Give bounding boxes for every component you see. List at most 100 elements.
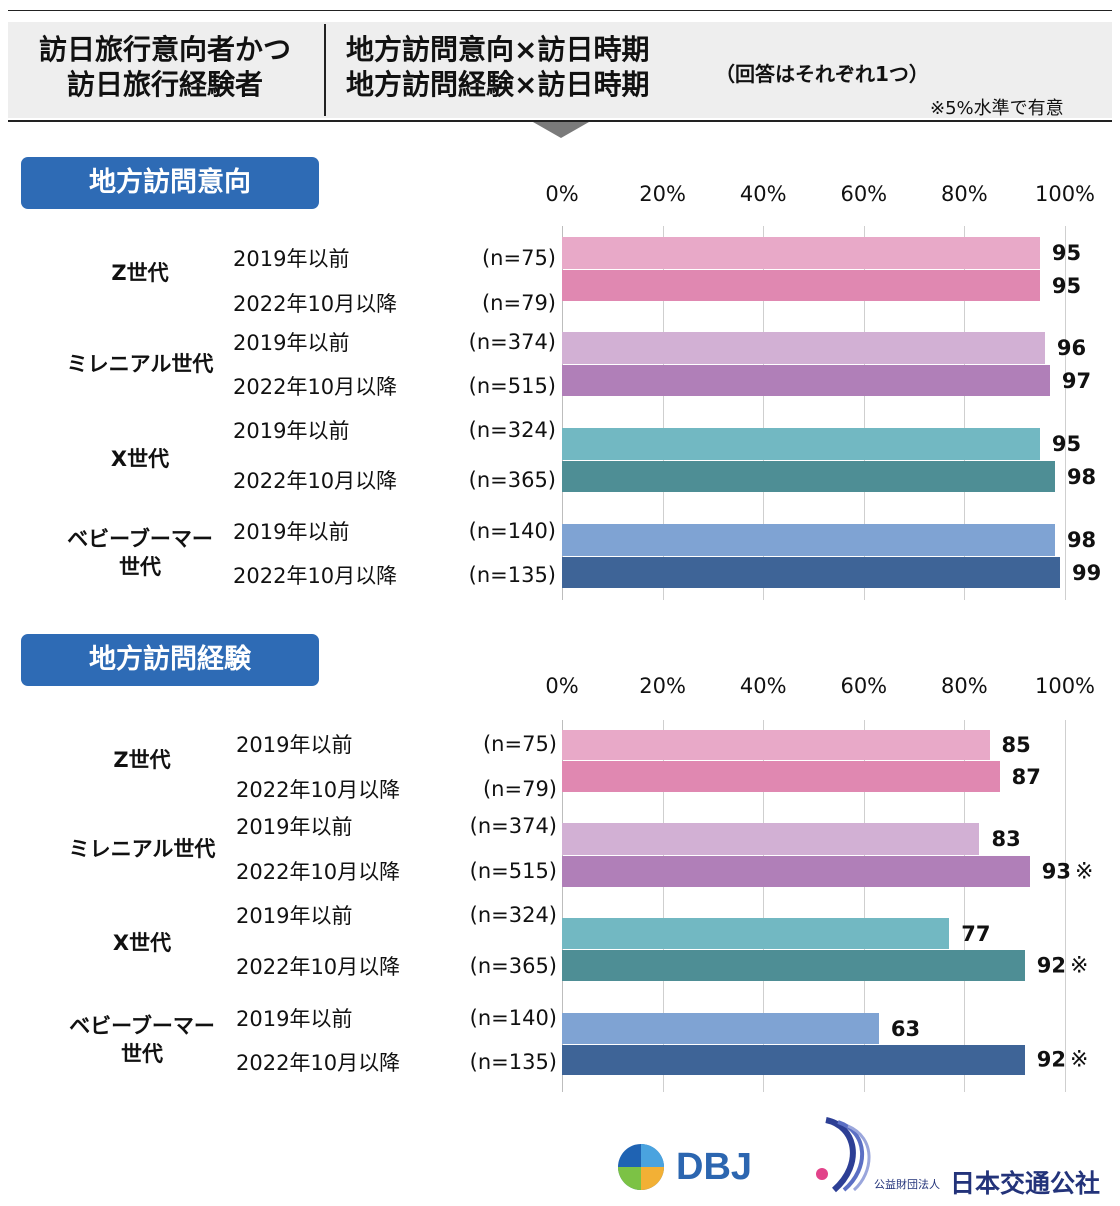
bar <box>562 918 950 949</box>
header-left-line1: 訪日旅行意向者かつ <box>38 33 291 66</box>
generation-label-line: X世代 <box>110 447 170 471</box>
x-tick-label: 100% <box>1034 182 1096 206</box>
value-label: 95 <box>1052 241 1081 265</box>
value-label: 85 <box>1002 733 1031 757</box>
gridline <box>964 720 966 1092</box>
gridline <box>763 720 765 1092</box>
sample-size-label: (n=140) <box>468 519 556 543</box>
x-tick-label: 0% <box>545 674 579 698</box>
jtb-swoosh-icon <box>816 1117 871 1193</box>
gridline <box>662 720 664 1092</box>
significance-note: ※5%水準で有意 <box>930 98 1064 119</box>
period-label: 2022年10月以降 <box>236 1051 401 1075</box>
header-target-label: 訪日旅行意向者かつ 訪日旅行経験者 <box>20 32 310 102</box>
value-label: 98 <box>1067 528 1096 552</box>
section-title: 地方訪問意向 <box>21 157 319 209</box>
bar <box>562 428 1040 460</box>
x-tick-label: 80% <box>941 674 988 698</box>
gridline <box>662 226 664 600</box>
period-label: 2019年以前 <box>236 815 353 839</box>
value-label: 98 <box>1067 465 1096 489</box>
header-note: （回答はそれぞれ1つ） <box>715 62 929 86</box>
bar <box>562 237 1040 269</box>
header-mid-line1: 地方訪問意向×訪日時期 <box>346 33 650 66</box>
value-number: 95 <box>1051 273 1082 298</box>
value-label: 83 <box>991 827 1020 851</box>
gridline <box>863 720 865 1092</box>
value-number: 99 <box>1071 560 1102 585</box>
period-label: 2022年10月以降 <box>233 564 398 588</box>
header-panel <box>8 22 1112 118</box>
gridline <box>763 226 765 600</box>
period-label: 2019年以前 <box>236 904 353 928</box>
value-number: 96 <box>1056 336 1087 360</box>
header-divider <box>324 24 326 116</box>
bar <box>562 461 1055 492</box>
y-axis-line <box>562 226 563 600</box>
sample-size-label: (n=324) <box>468 418 556 442</box>
period-label: 2022年10月以降 <box>236 955 401 979</box>
period-label: 2019年以前 <box>233 247 350 271</box>
period-label: 2022年10月以降 <box>233 375 398 399</box>
period-label: 2019年以前 <box>233 331 350 355</box>
gridline <box>1065 226 1066 600</box>
period-label: 2022年10月以降 <box>233 469 398 493</box>
value-label: 99 <box>1072 561 1101 585</box>
value-label: 92 ※ <box>1037 953 1089 978</box>
sample-size-label: (n=365) <box>468 468 556 492</box>
bar <box>562 1045 1025 1075</box>
generation-label-line: ミレニアル世代 <box>68 837 216 861</box>
value-number: 95 <box>1051 241 1082 265</box>
gridline <box>863 226 865 600</box>
generation-label: Z世代 <box>113 746 170 774</box>
x-tick-label: 40% <box>739 182 787 206</box>
generation-label-line: 世代 <box>121 1042 163 1066</box>
significance-mark: ※ <box>1075 859 1094 884</box>
period-label: 2019年以前 <box>233 520 350 544</box>
significance-mark: ※ <box>1069 953 1089 978</box>
value-label: 92 ※ <box>1037 1048 1089 1073</box>
header-top-rule <box>8 10 1112 11</box>
sample-size-label: (n=515) <box>469 859 557 883</box>
x-tick-label: 0% <box>545 182 579 206</box>
generation-label-line: ミレニアル世代 <box>66 352 214 376</box>
header-left-line2: 訪日旅行経験者 <box>66 68 263 101</box>
value-number: 83 <box>991 827 1021 851</box>
significance-mark: ※ <box>1069 1047 1089 1073</box>
down-arrow-icon <box>533 122 589 138</box>
value-number: 87 <box>1011 764 1041 789</box>
generation-label: Z世代 <box>111 259 168 287</box>
sample-size-label: (n=365) <box>469 954 557 978</box>
value-number: 98 <box>1066 528 1097 552</box>
dbj-logo-text: DBJ <box>676 1146 753 1188</box>
bar <box>562 557 1060 588</box>
generation-label: X世代 <box>111 445 169 473</box>
sample-size-label: (n=79) <box>481 291 556 315</box>
sample-size-label: (n=79) <box>482 777 557 801</box>
bar <box>562 950 1025 981</box>
sample-size-label: (n=374) <box>468 330 556 354</box>
generation-label: ミレニアル世代 <box>67 350 214 378</box>
generation-label: X世代 <box>113 929 171 957</box>
section-title: 地方訪問経験 <box>21 634 319 686</box>
period-label: 2019年以前 <box>236 733 353 757</box>
generation-label-line: X世代 <box>112 931 172 955</box>
x-tick-label: 40% <box>739 674 787 698</box>
sample-size-label: (n=515) <box>468 374 556 398</box>
value-number: 93 <box>1041 859 1072 883</box>
bar <box>562 823 980 855</box>
x-tick-label: 20% <box>639 182 686 206</box>
value-number: 85 <box>1001 733 1031 757</box>
value-number: 92 <box>1036 953 1066 977</box>
sample-size-label: (n=135) <box>468 563 556 587</box>
sample-size-label: (n=140) <box>469 1006 557 1030</box>
period-label: 2019年以前 <box>236 1007 353 1031</box>
y-axis-line <box>562 720 563 1092</box>
value-number: 98 <box>1066 464 1097 489</box>
value-label: 87 <box>1012 765 1041 789</box>
header-bottom-rule <box>8 120 1112 122</box>
bar <box>562 365 1050 396</box>
bar <box>562 856 1030 887</box>
header-title: 地方訪問意向×訪日時期 地方訪問経験×訪日時期 <box>346 32 649 102</box>
period-label: 2022年10月以降 <box>236 860 401 884</box>
